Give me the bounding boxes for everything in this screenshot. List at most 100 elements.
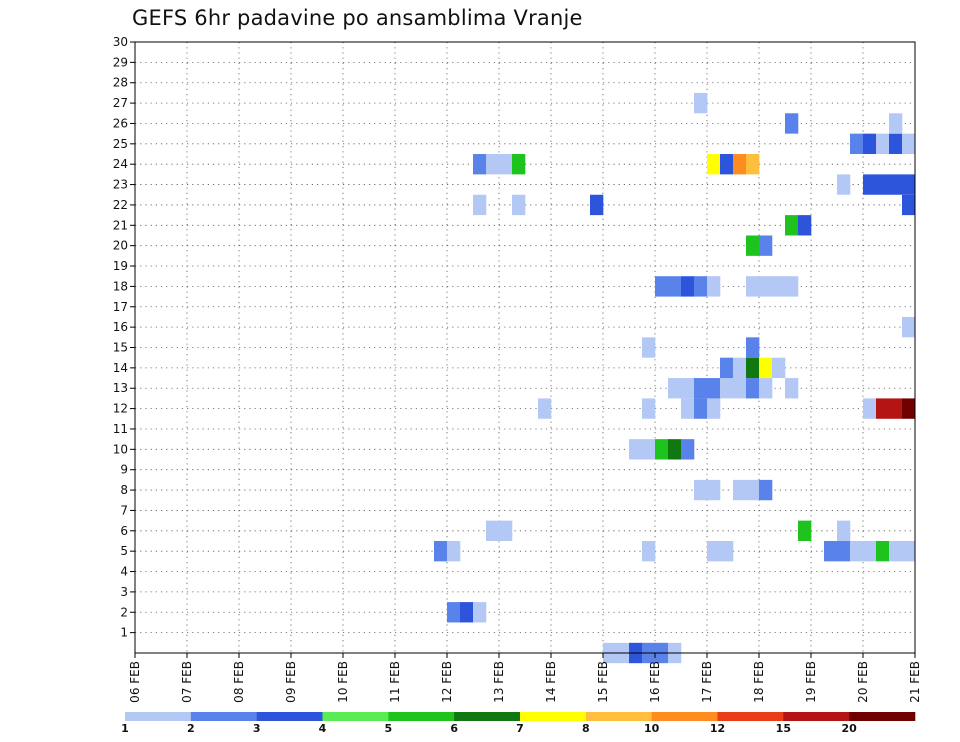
x-tick-label: 18 FEB [752, 661, 766, 703]
heatmap-cell [759, 276, 773, 297]
heatmap-cell [720, 357, 734, 379]
legend-swatch [520, 712, 587, 721]
heatmap-cell [837, 520, 851, 541]
y-tick-label: 5 [120, 544, 128, 558]
legend-label: 15 [776, 722, 791, 735]
heatmap-cell [694, 398, 708, 419]
heatmap-cell [876, 133, 890, 155]
y-tick-label: 13 [113, 381, 128, 395]
y-tick-label: 8 [120, 483, 128, 497]
y-tick-label: 23 [113, 178, 128, 192]
heatmap-cell [694, 479, 708, 501]
legend-swatch [454, 712, 521, 721]
heatmap-cell [655, 439, 669, 460]
heatmap-cell [538, 398, 552, 419]
heatmap-cell [746, 235, 760, 256]
heatmap-cell [681, 439, 695, 460]
heatmap-cell [486, 520, 500, 541]
heatmap-cell [720, 540, 734, 562]
heatmap-cell [746, 337, 760, 358]
y-tick-label: 28 [113, 76, 128, 90]
heatmap-cell [460, 602, 474, 623]
legend-label: 12 [710, 722, 725, 735]
legend-swatch [585, 712, 652, 721]
x-tick-label: 19 FEB [804, 661, 818, 703]
heatmap-cell [785, 215, 799, 236]
heatmap-cell [863, 133, 877, 155]
heatmap-cell [824, 540, 838, 562]
chart-title: GEFS 6hr padavine po ansamblima Vranje [132, 6, 583, 30]
legend-swatch [651, 712, 718, 721]
x-tick-label: 10 FEB [336, 661, 350, 703]
y-axis: 1234567891011121314151617181920212223242… [113, 35, 135, 640]
y-tick-label: 15 [113, 341, 128, 355]
legend-swatch [256, 712, 323, 721]
y-tick-label: 20 [113, 239, 128, 253]
x-tick-label: 14 FEB [544, 661, 558, 703]
legend-swatch [783, 712, 850, 721]
heatmap-cell [759, 378, 773, 399]
y-tick-label: 26 [113, 116, 128, 130]
heatmap-cell [889, 113, 903, 134]
heatmap-cell [668, 276, 682, 297]
heatmap-cell [642, 439, 656, 460]
heatmap-cell [902, 540, 916, 562]
x-tick-label: 06 FEB [128, 661, 142, 703]
legend-label: 2 [187, 722, 195, 735]
heatmap-cell [447, 602, 461, 623]
x-tick-label: 07 FEB [180, 661, 194, 703]
y-tick-label: 21 [113, 218, 128, 232]
heatmap-cell [590, 194, 604, 216]
heatmap-cell [681, 378, 695, 399]
heatmap-cell [785, 113, 799, 134]
heatmap-cell [863, 398, 877, 419]
heatmap-cell [772, 357, 786, 379]
heatmap-cell [785, 378, 799, 399]
heatmap-cell [486, 154, 500, 175]
heatmap-cell [746, 378, 760, 399]
heatmap-cell [850, 133, 864, 155]
legend-swatch [190, 712, 257, 721]
heatmap-cell [746, 479, 760, 501]
heatmap-cell [746, 154, 760, 175]
heatmap-cell [772, 276, 786, 297]
legend-swatch [322, 712, 389, 721]
x-axis: 06 FEB 07 FEB 08 FEB 09 FEB 10 FEB 11 FEB 12 F… [128, 653, 922, 703]
heatmap-cell [668, 378, 682, 399]
heatmap-cell [707, 398, 721, 419]
y-tick-label: 17 [113, 300, 128, 314]
heatmap-cell [629, 439, 643, 460]
x-tick-label: 08 FEB [232, 661, 246, 703]
heatmap-cell [850, 540, 864, 562]
y-tick-label: 3 [120, 585, 128, 599]
heatmap-cell [733, 357, 747, 379]
legend-swatch [849, 712, 916, 721]
legend-label: 3 [253, 722, 261, 735]
heatmap-cell [473, 154, 487, 175]
heatmap-cell [642, 398, 656, 419]
y-tick-label: 24 [113, 157, 128, 171]
legend-label: 7 [516, 722, 524, 735]
x-tick-label: 13 FEB [492, 661, 506, 703]
heatmap-cell [889, 174, 903, 195]
heatmap-cell [863, 174, 877, 195]
heatmap-cell [759, 479, 773, 501]
heatmap-cell [473, 602, 487, 623]
legend-label: 1 [121, 722, 129, 735]
heatmap-cell [798, 215, 812, 236]
x-tick-label: 09 FEB [284, 661, 298, 703]
legend-label: 10 [644, 722, 660, 735]
heatmap-cell [707, 540, 721, 562]
heatmap-cell [512, 194, 526, 216]
y-tick-label: 6 [120, 524, 128, 538]
y-tick-label: 4 [120, 565, 128, 579]
heatmap-cell [902, 174, 916, 195]
x-tick-label: 20 FEB [856, 661, 870, 703]
heatmap-cell [889, 398, 903, 419]
y-tick-label: 27 [113, 96, 128, 110]
y-tick-label: 25 [113, 137, 128, 151]
heatmap-cell [759, 357, 773, 379]
heatmap-cell [642, 337, 656, 358]
heatmap-cell [707, 276, 721, 297]
